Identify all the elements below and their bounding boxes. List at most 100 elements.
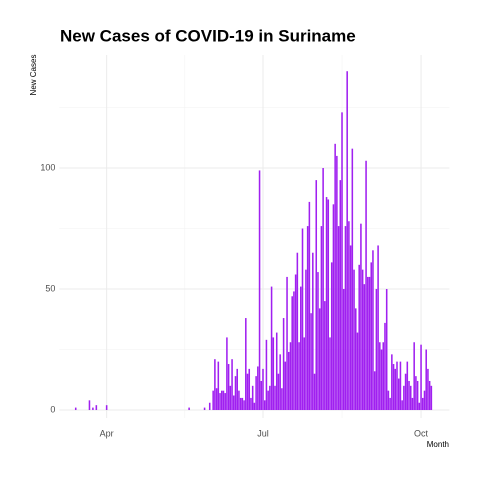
- bar: [303, 337, 305, 411]
- bar: [430, 385, 433, 411]
- bar: [92, 407, 94, 411]
- bar: [373, 371, 376, 411]
- bar: [284, 361, 287, 411]
- bar: [325, 197, 328, 411]
- bar: [289, 342, 292, 411]
- bar: [234, 376, 237, 411]
- bar: [220, 390, 223, 411]
- bar: [219, 393, 221, 411]
- bar: [329, 337, 331, 411]
- bar: [241, 397, 244, 411]
- bar: [348, 221, 350, 411]
- bar: [396, 361, 398, 411]
- bar: [334, 143, 336, 411]
- bar: [248, 368, 251, 411]
- bar: [344, 226, 347, 411]
- bar: [236, 368, 238, 411]
- bar: [413, 342, 415, 411]
- x-tick-label: Apr: [100, 428, 114, 438]
- bar: [300, 286, 302, 411]
- bar: [255, 376, 257, 411]
- bar: [224, 393, 226, 411]
- bar: [408, 380, 410, 411]
- bar: [409, 385, 412, 411]
- bar: [105, 405, 108, 411]
- bar: [379, 342, 381, 411]
- bar: [277, 373, 280, 411]
- bar: [233, 395, 235, 411]
- bar: [327, 199, 330, 411]
- bar: [421, 397, 424, 411]
- bar: [330, 262, 333, 411]
- bar: [203, 407, 206, 411]
- bar: [298, 342, 300, 411]
- bar: [360, 223, 362, 411]
- bar: [253, 402, 256, 411]
- bar: [246, 373, 249, 411]
- bar: [308, 201, 311, 411]
- bar: [336, 155, 338, 411]
- bar: [227, 364, 230, 411]
- bar: [267, 390, 269, 411]
- bar: [353, 269, 355, 411]
- bar: [251, 385, 254, 411]
- bar: [279, 354, 281, 411]
- bar: [239, 397, 242, 411]
- bar: [88, 400, 91, 411]
- bar: [318, 308, 321, 411]
- bar: [401, 400, 403, 411]
- bar: [275, 332, 278, 411]
- bar: [420, 344, 422, 411]
- x-tick-label: Jul: [257, 428, 269, 438]
- bar: [260, 380, 263, 411]
- bar: [389, 397, 391, 411]
- bar: [399, 361, 402, 411]
- bar: [217, 361, 220, 411]
- bar: [391, 354, 393, 411]
- bar: [269, 385, 271, 411]
- bar: [368, 276, 371, 411]
- bar: [406, 361, 409, 411]
- bar: [74, 407, 77, 411]
- bar: [332, 204, 335, 411]
- bar: [404, 373, 407, 411]
- bar: [293, 291, 295, 411]
- bar: [263, 400, 266, 411]
- bar: [339, 180, 342, 411]
- bar: [270, 286, 273, 411]
- bar: [258, 170, 261, 411]
- bar: [215, 388, 218, 411]
- bar: [301, 228, 304, 411]
- bar: [380, 349, 383, 411]
- chart-title: New Cases of COVID-19 in Suriname: [60, 26, 356, 45]
- bar: [397, 378, 400, 411]
- bar: [250, 397, 252, 411]
- bar: [229, 385, 232, 411]
- x-tick-label: Oct: [414, 428, 429, 438]
- bar: [212, 390, 214, 411]
- bar: [312, 252, 314, 411]
- bar: [294, 274, 297, 411]
- bar: [286, 276, 288, 411]
- bar: [214, 359, 216, 411]
- bar: [208, 402, 211, 411]
- bar: [392, 364, 395, 411]
- bar: [257, 366, 259, 411]
- bar: [226, 337, 228, 411]
- bar: [384, 322, 386, 411]
- bar: [296, 252, 299, 411]
- bar: [375, 289, 378, 411]
- x-axis-label: Month: [427, 440, 449, 449]
- bar: [265, 339, 268, 411]
- bar: [354, 308, 357, 411]
- bar: [262, 368, 264, 411]
- bar: [274, 385, 276, 411]
- y-tick-label: 0: [50, 404, 55, 414]
- bar: [416, 380, 419, 411]
- bar: [370, 262, 373, 411]
- bar: [320, 226, 323, 411]
- bar: [287, 351, 290, 411]
- bar: [238, 390, 240, 411]
- bar: [425, 349, 427, 411]
